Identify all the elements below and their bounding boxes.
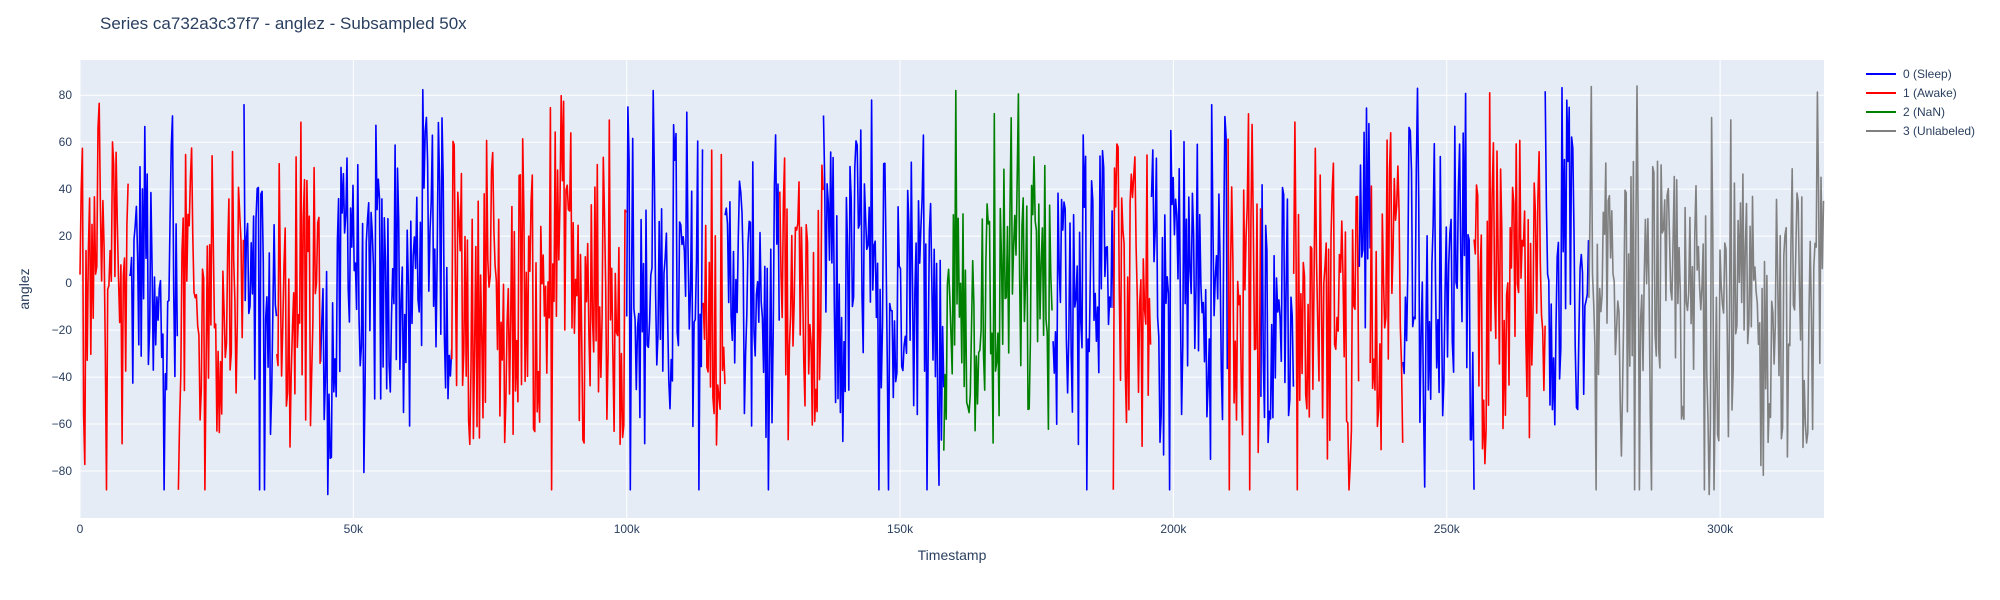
legend[interactable]: 0 (Sleep) 1 (Awake) 2 (NaN) 3 (Unlabeled): [1866, 67, 1975, 138]
series-line-0: [625, 89, 704, 491]
y-tick-label: 60: [59, 135, 73, 149]
series-line-1: [276, 121, 321, 448]
series-line-0: [128, 115, 179, 491]
series-line-0: [243, 104, 278, 491]
y-tick-label: 40: [59, 182, 73, 196]
y-tick-label: 20: [59, 229, 73, 243]
series-line-1: [177, 147, 245, 491]
x-tick-label: 150k: [887, 522, 914, 536]
y-tick-label: 80: [59, 88, 73, 102]
series-line-1: [1473, 92, 1546, 465]
series-line-0: [822, 99, 945, 491]
series-line-1: [1369, 132, 1404, 451]
y-tick-label: −40: [52, 370, 73, 384]
legend-item-label[interactable]: 0 (Sleep): [1903, 67, 1952, 81]
y-axis-ticks: −80 −60 −40 −20 0 20 40 60 80: [52, 88, 73, 478]
series-line-1: [1112, 143, 1152, 490]
series-line-1: [451, 94, 627, 491]
x-axis-ticks: 0 50k 100k 150k 200k 250k 300k: [77, 522, 1734, 536]
series-line-0: [1358, 107, 1371, 329]
series-line-0: [724, 134, 780, 491]
legend-item-label[interactable]: 2 (NaN): [1903, 105, 1945, 119]
x-tick-label: 50k: [344, 522, 364, 536]
chart-title: Series ca732a3c37f7 - anglez - Subsample…: [100, 14, 467, 33]
legend-item-label[interactable]: 3 (Unlabeled): [1903, 124, 1975, 138]
x-tick-label: 200k: [1160, 522, 1187, 536]
series-line-1: [702, 149, 726, 446]
x-tick-label: 0: [77, 522, 84, 536]
series-line-1: [1292, 121, 1360, 491]
series-lines: [79, 85, 1825, 496]
y-tick-label: −80: [52, 464, 73, 478]
series-line-1: [779, 157, 824, 441]
series-line-0: [1544, 86, 1590, 426]
y-tick-label: −20: [52, 323, 73, 337]
x-tick-label: 100k: [614, 522, 641, 536]
series-line-1: [1227, 113, 1262, 491]
x-tick-label: 300k: [1707, 522, 1734, 536]
x-axis-title: Timestamp: [918, 547, 987, 563]
series-line-3: [1588, 85, 1825, 496]
x-tick-label: 250k: [1434, 522, 1461, 536]
y-tick-label: 0: [65, 276, 72, 290]
y-axis-title: anglez: [16, 268, 32, 309]
y-tick-label: −60: [52, 417, 73, 431]
series-line-0: [1260, 184, 1295, 444]
series-line-0: [1052, 134, 1115, 491]
series-line-2: [943, 89, 1053, 451]
series-line-1: [79, 102, 129, 491]
series-line-0: [1150, 103, 1229, 491]
legend-item-label[interactable]: 1 (Awake): [1903, 86, 1957, 100]
series-line-0: [1402, 87, 1475, 490]
series-line-0: [319, 88, 453, 496]
